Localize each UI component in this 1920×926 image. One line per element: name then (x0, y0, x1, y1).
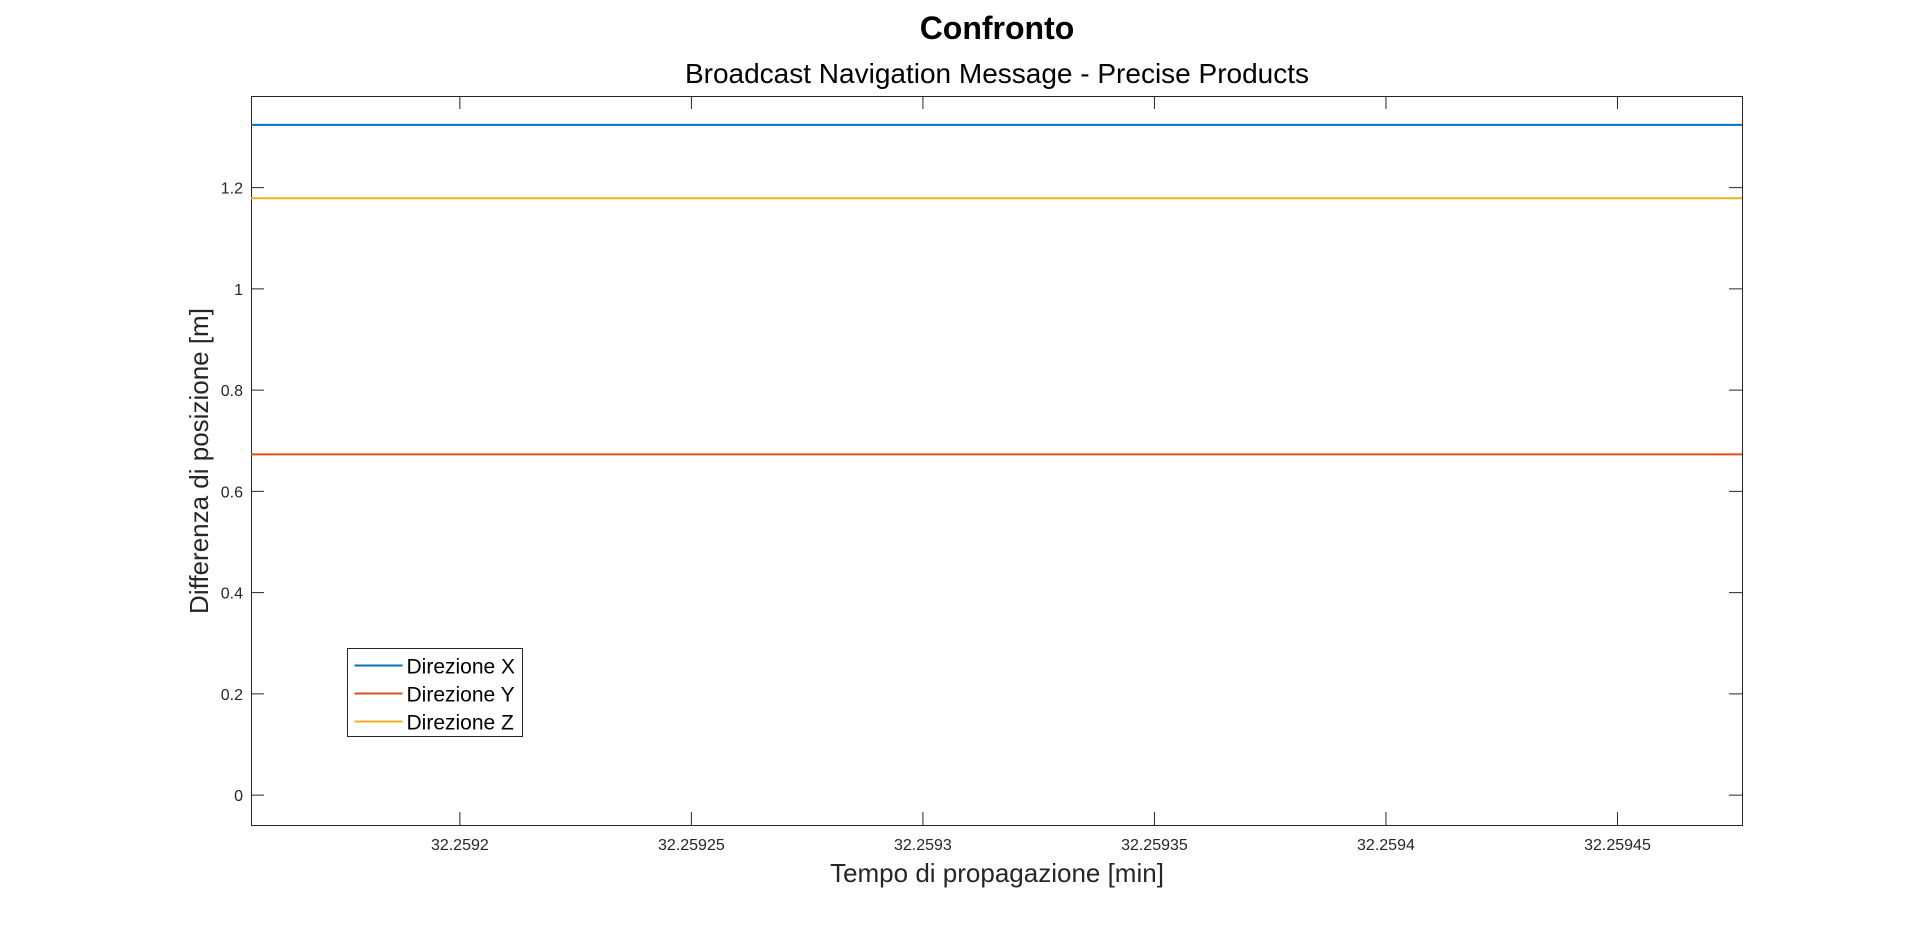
legend: Direzione X Direzione Y Direzione Z (347, 648, 523, 737)
y-tick-label: 0 (234, 788, 243, 805)
y-tick-label: 0.4 (221, 586, 243, 603)
y-tick-label: 1.2 (221, 181, 243, 198)
x-tick-label: 32.2592 (431, 837, 489, 854)
chart-subtitle: Broadcast Navigation Message - Precise P… (685, 58, 1309, 89)
x-tick-label: 32.2593 (894, 837, 952, 854)
x-tick-label: 32.25935 (1121, 837, 1188, 854)
x-tick-label: 32.2594 (1357, 837, 1415, 854)
y-tick-label: 0.6 (221, 484, 243, 501)
legend-label: Direzione X (407, 656, 516, 679)
x-axis-label: Tempo di propagazione [min] (830, 858, 1164, 888)
series-layer (251, 123, 1742, 456)
y-tick-label: 0.8 (221, 383, 243, 400)
y-tick-label: 1 (234, 282, 243, 299)
x-tick-label: 32.25925 (658, 837, 725, 854)
legend-label: Direzione Z (407, 712, 515, 735)
x-tick-label: 32.25945 (1584, 837, 1651, 854)
chart-title: Confronto (920, 10, 1075, 46)
y-axis-label: Differenza di posizione [m] (184, 308, 214, 614)
ticks-layer: 32.2592 32.25925 32.2593 32.25935 32.2594 32.… (221, 96, 1742, 854)
legend-label: Direzione Y (407, 684, 515, 707)
y-tick-label: 0.2 (221, 687, 243, 704)
